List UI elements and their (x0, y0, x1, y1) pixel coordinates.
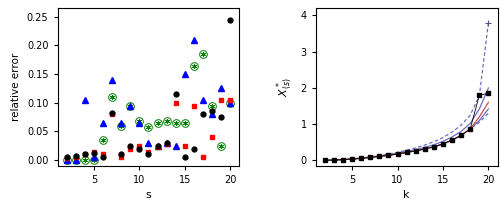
X-axis label: s: s (146, 190, 152, 200)
X-axis label: k: k (404, 190, 410, 200)
Y-axis label: $X_{(s)}^*$: $X_{(s)}^*$ (274, 77, 295, 97)
Y-axis label: relative error: relative error (12, 53, 22, 121)
